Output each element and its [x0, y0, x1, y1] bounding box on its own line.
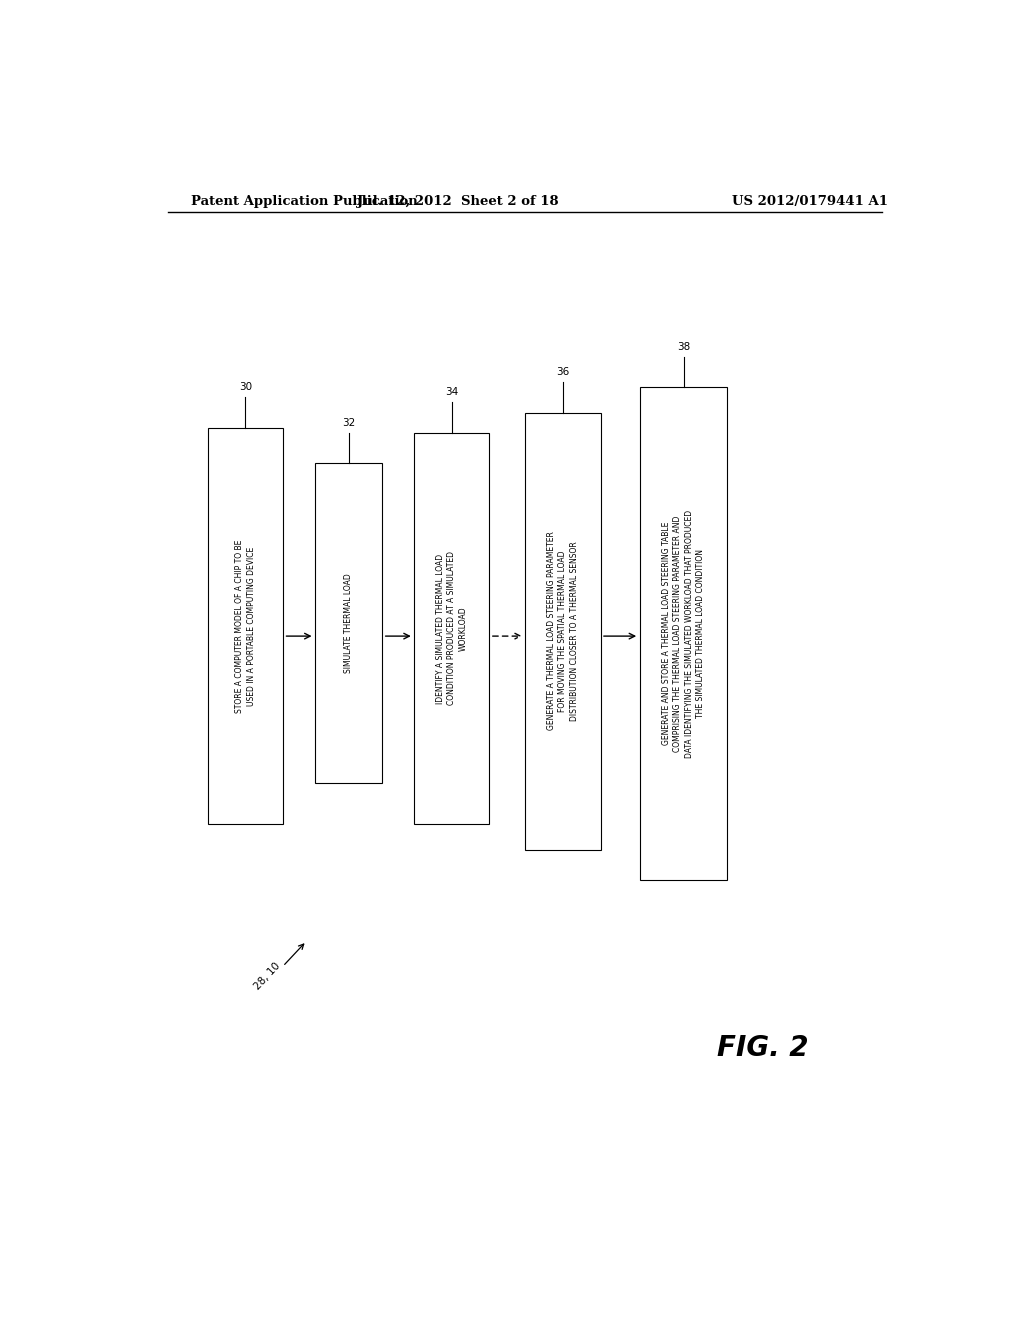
Bar: [208, 428, 284, 824]
Text: 34: 34: [445, 387, 459, 397]
Text: Patent Application Publication: Patent Application Publication: [191, 194, 418, 207]
Bar: [525, 413, 601, 850]
Text: 38: 38: [677, 342, 690, 351]
Text: IDENTIFY A SIMULATED THERMAL LOAD
CONDITION PRODUCED AT A SIMULATED
WORKLOAD: IDENTIFY A SIMULATED THERMAL LOAD CONDIT…: [436, 552, 468, 705]
Text: 28, 10: 28, 10: [252, 961, 282, 993]
Text: 30: 30: [239, 383, 252, 392]
Text: STORE A COMPUTER MODEL OF A CHIP TO BE
USED IN A PORTABLE COMPUTING DEVICE: STORE A COMPUTER MODEL OF A CHIP TO BE U…: [236, 540, 256, 713]
Text: GENERATE AND STORE A THERMAL LOAD STEERING TABLE
COMPRISING THE THERMAL LOAD STE: GENERATE AND STORE A THERMAL LOAD STEERI…: [662, 510, 706, 758]
Text: 32: 32: [342, 417, 355, 428]
Text: Jul. 12, 2012  Sheet 2 of 18: Jul. 12, 2012 Sheet 2 of 18: [356, 194, 558, 207]
Bar: [640, 387, 727, 880]
Text: GENERATE A THERMAL LOAD STEERING PARAMETER
FOR MOVING THE SPATIAL THERMAL LOAD
D: GENERATE A THERMAL LOAD STEERING PARAMET…: [547, 532, 579, 730]
Text: FIG. 2: FIG. 2: [717, 1034, 809, 1061]
Text: 36: 36: [556, 367, 569, 378]
Bar: [414, 433, 489, 824]
Text: SIMULATE THERMAL LOAD: SIMULATE THERMAL LOAD: [344, 573, 353, 673]
Bar: [315, 463, 382, 784]
Text: US 2012/0179441 A1: US 2012/0179441 A1: [732, 194, 889, 207]
